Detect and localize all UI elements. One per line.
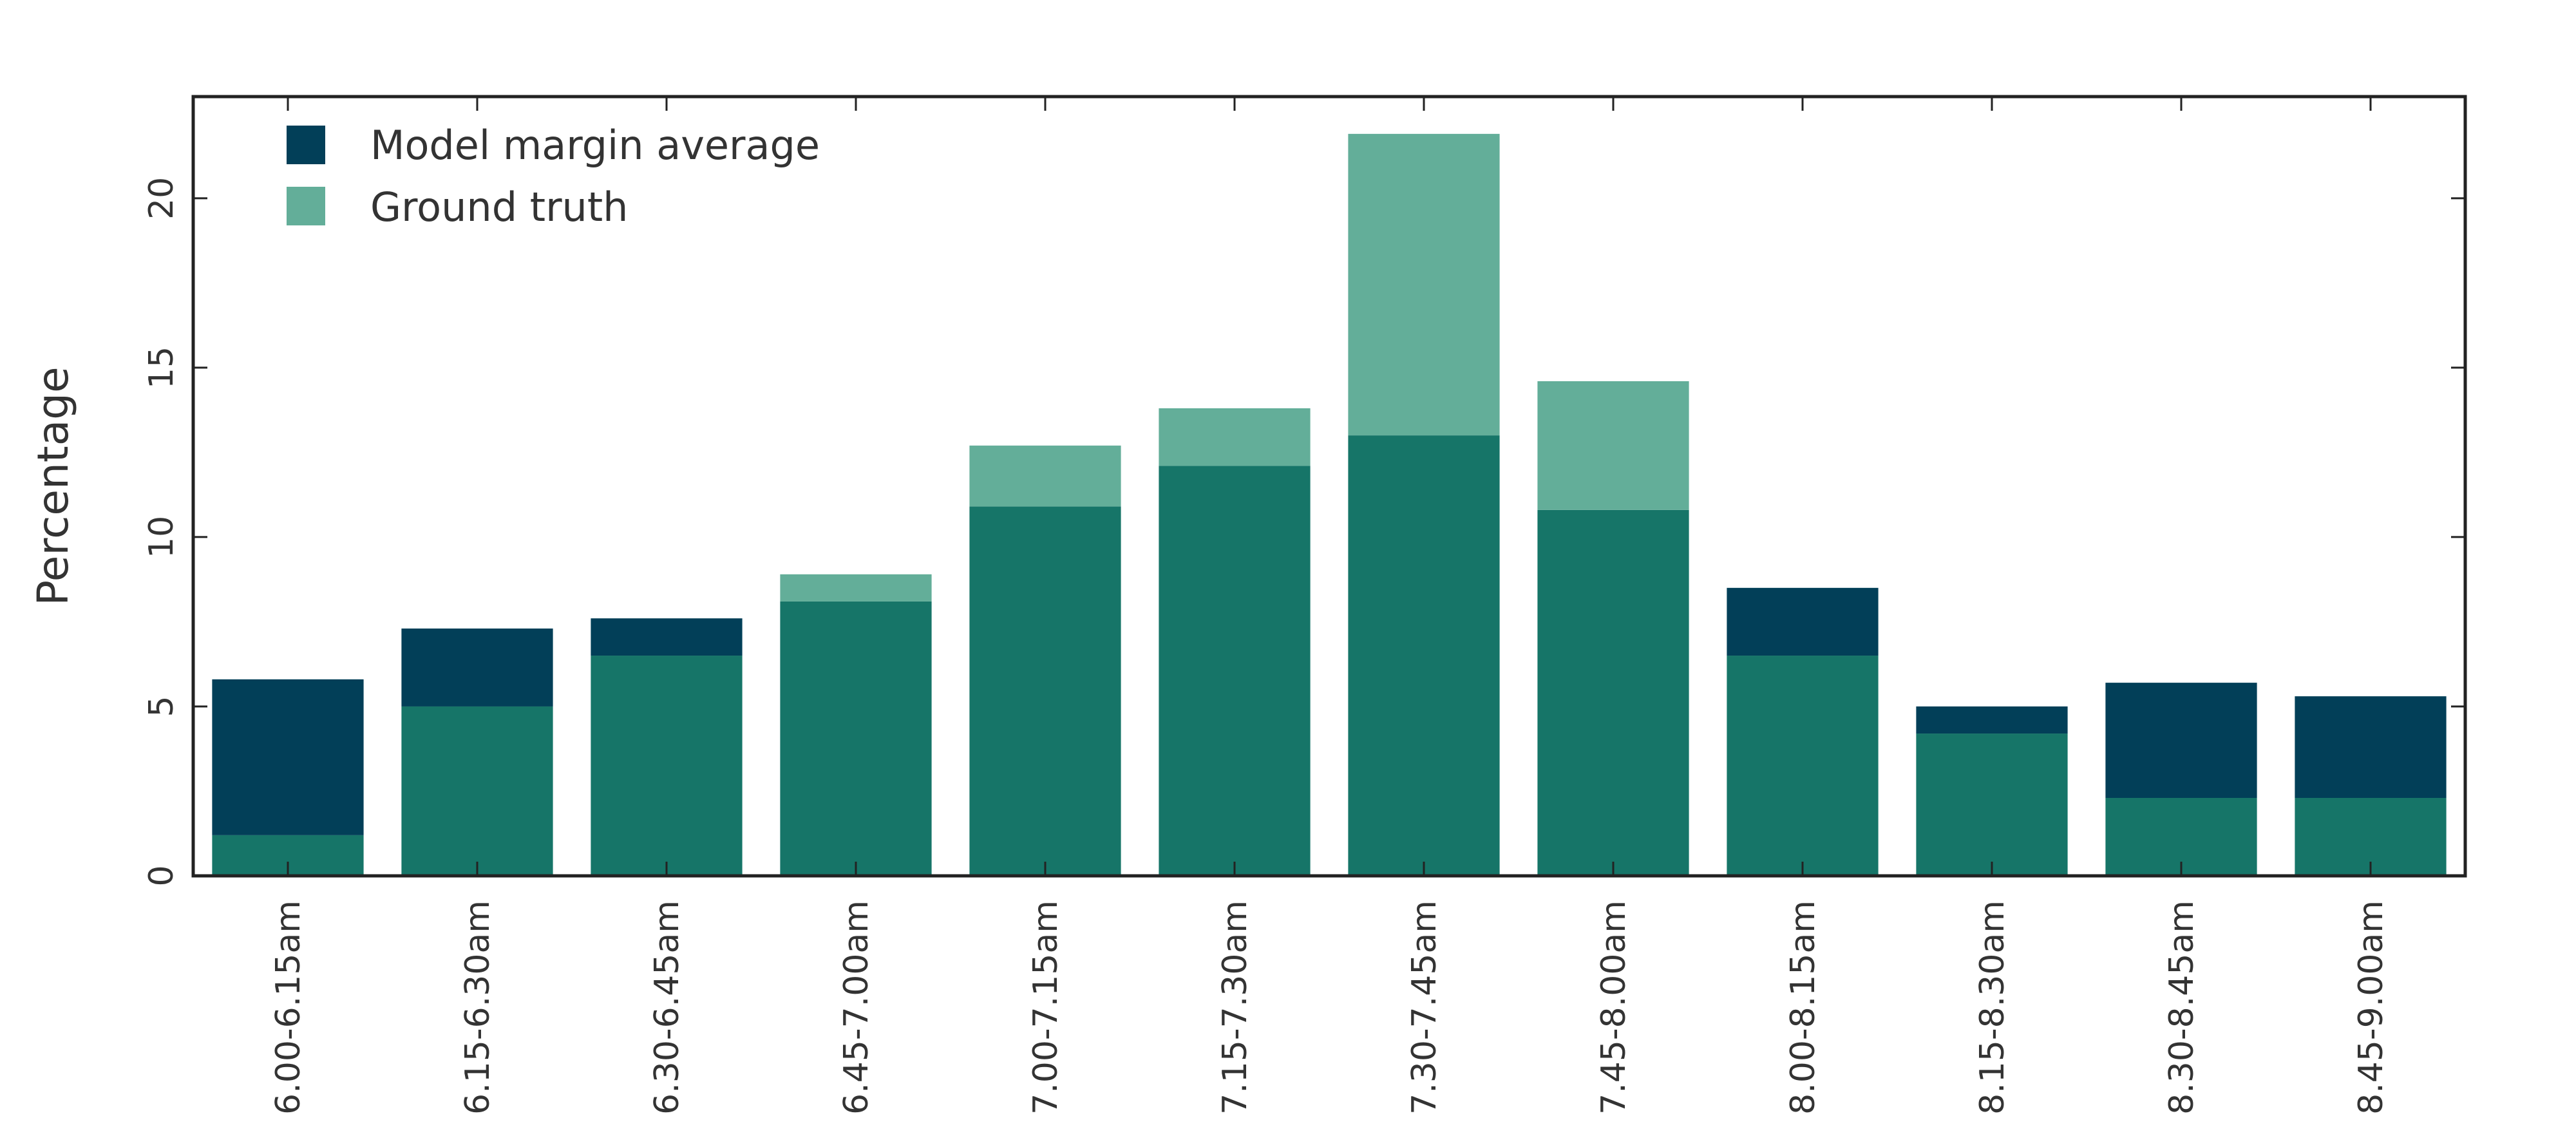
x-tick-labels: 6.00-6.15am 6.15-6.30am 6.30-6.45am 6.45-7.… [269,900,2391,1115]
x-tick-label: 7.15-7.30am [1216,900,1255,1115]
legend-swatch-ground-truth [287,187,325,225]
bar-overlap-7-15-7-30am [1159,466,1311,876]
x-tick-label: 8.00-8.15am [1784,900,1823,1115]
bar-excess-7-45-8-00am [1537,381,1689,510]
bar-overlap-7-00-7-15am [969,506,1121,876]
bar-excess-7-30-7-45am [1348,133,1500,436]
x-tick-label: 8.15-8.30am [1973,900,2012,1115]
bar-excess-8-00-8-15am [1727,587,1879,656]
x-tick-label: 8.45-9.00am [2352,900,2391,1115]
bar-overlap-6-45-7-00am [780,601,932,876]
y-tick-label: 10 [142,516,181,558]
bar-excess-7-15-7-30am [1159,408,1311,466]
bar-overlap-7-30-7-45am [1348,435,1500,876]
x-tick-label: 8.30-8.45am [2163,900,2201,1115]
y-axis-title: Percentage [28,366,78,605]
bar-excess-8-30-8-45am [2105,683,2257,798]
ticks-layer [193,97,2465,877]
y-tick-label: 0 [142,865,181,886]
legend-swatch-model [287,126,325,164]
legend-label-ground-truth: Ground truth [370,184,628,231]
x-tick-label: 6.15-6.30am [459,900,497,1115]
y-tick-label: 20 [142,177,181,220]
x-tick-label: 7.00-7.15am [1027,900,1065,1115]
bar-excess-6-30-6-45am [591,618,743,656]
x-tick-label: 7.30-7.45am [1405,900,1444,1115]
bar-excess-6-15-6-30am [401,628,553,706]
y-tick-label: 5 [142,696,181,717]
bar-excess-6-00-6-15am [212,679,364,835]
bar-overlap-8-15-8-30am [1916,734,2068,876]
y-tick-label: 15 [142,346,181,389]
x-tick-label: 7.45-8.00am [1595,900,1633,1115]
bar-overlap-6-15-6-30am [401,706,553,876]
bar-excess-7-00-7-15am [969,445,1121,507]
plot-frame [191,95,2467,878]
y-tick-labels: 0 5 10 15 20 [142,177,181,887]
legend: Model margin average Ground truth [287,122,820,231]
bar-overlap-8-00-8-15am [1727,656,1879,876]
legend-label-model: Model margin average [370,122,820,169]
bar-overlap-7-45-8-00am [1537,509,1689,876]
x-tick-label: 6.00-6.15am [269,900,308,1115]
bar-excess-6-45-7-00am [780,574,932,601]
bars-layer [212,133,2447,876]
x-tick-label: 6.45-7.00am [837,900,876,1115]
x-tick-label: 6.30-6.45am [648,900,687,1115]
bar-excess-8-45-9-00am [2295,696,2447,798]
bar-excess-8-15-8-30am [1916,706,2068,734]
bar-overlap-6-30-6-45am [591,656,743,876]
